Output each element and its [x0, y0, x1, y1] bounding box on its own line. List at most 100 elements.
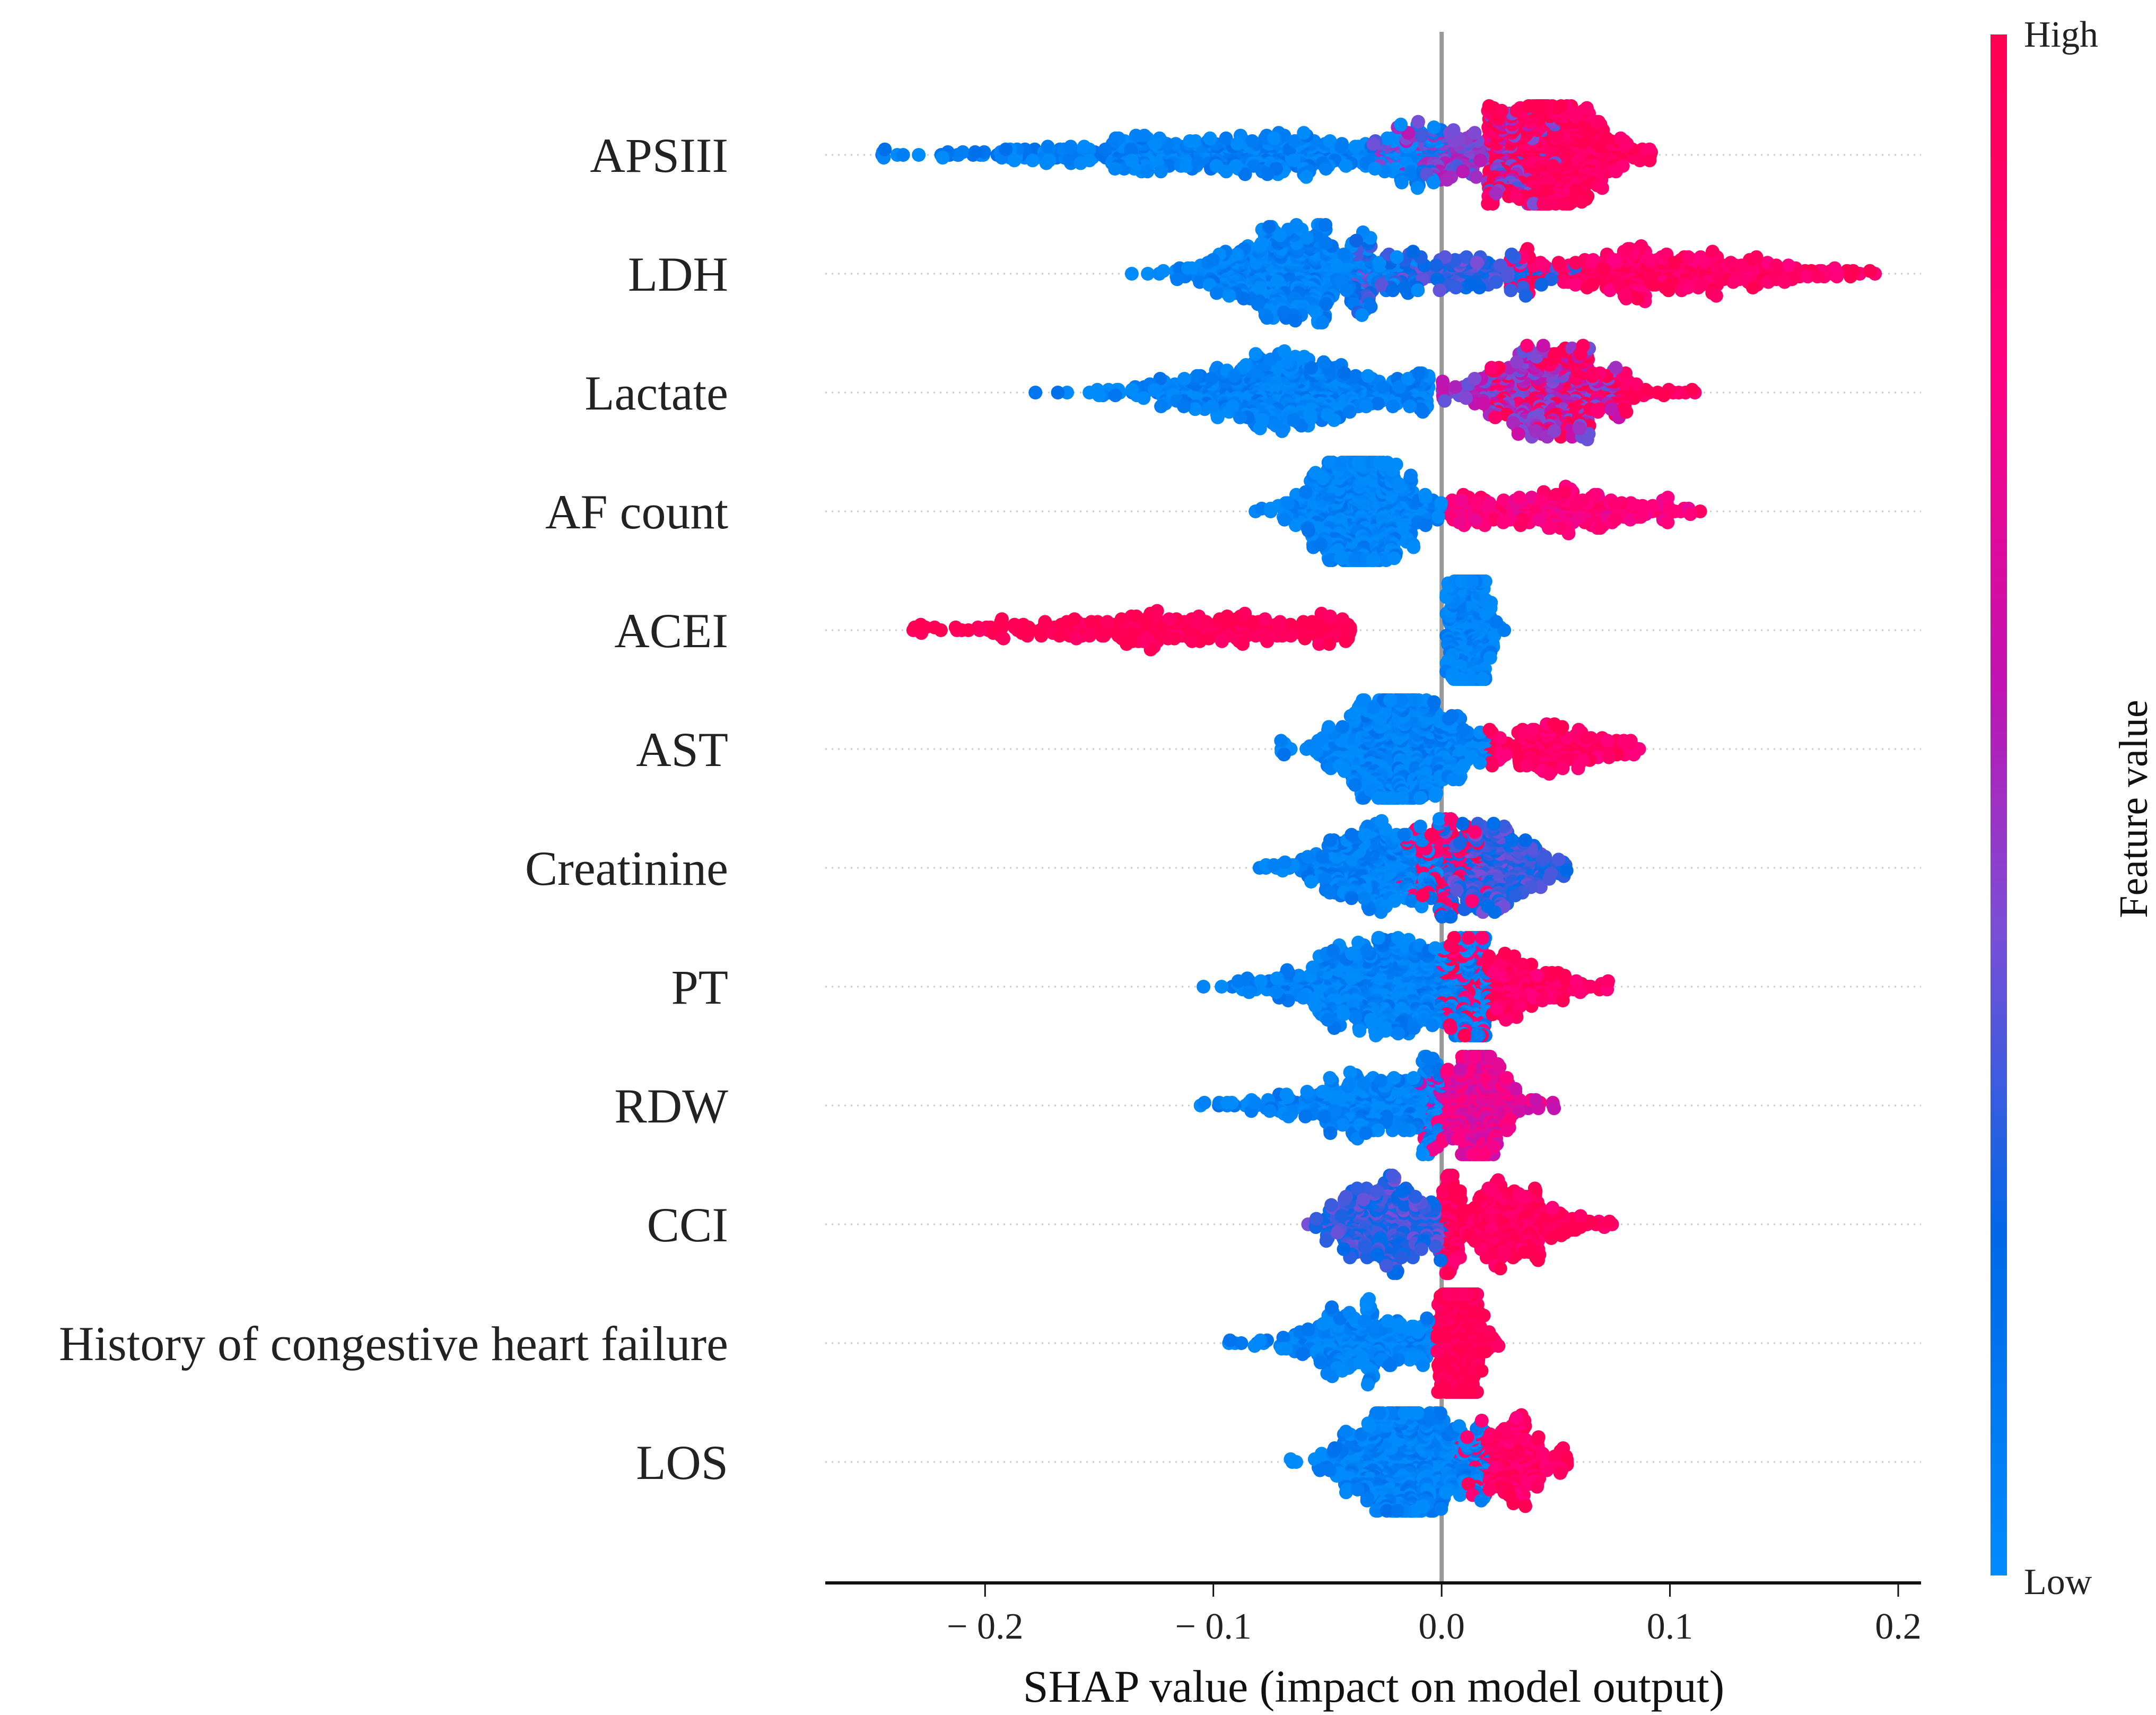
shap-point	[1067, 612, 1081, 626]
shap-point	[1210, 286, 1224, 300]
shap-point	[1028, 386, 1043, 399]
shap-point	[1339, 283, 1354, 298]
shap-point	[1437, 394, 1452, 408]
shap-point	[1734, 258, 1749, 273]
shap-point	[1275, 424, 1289, 438]
shap-point	[1007, 617, 1022, 632]
shap-point	[1481, 197, 1495, 211]
shap-point	[1403, 399, 1417, 413]
shap-point	[1572, 421, 1586, 436]
shap-point	[1469, 170, 1483, 184]
shap-point	[1371, 396, 1385, 411]
shap-point	[1156, 264, 1171, 278]
shap-point	[1108, 388, 1122, 403]
shap-point	[1609, 164, 1623, 179]
shap-point	[1368, 162, 1382, 176]
shap-point	[1249, 347, 1263, 361]
shap-point	[1140, 164, 1155, 179]
shap-point	[1830, 267, 1845, 281]
shap-point	[1600, 131, 1614, 145]
shap-point	[1801, 269, 1815, 284]
shap-point	[1390, 250, 1404, 264]
shap-point	[1315, 316, 1330, 329]
row-gridlines	[825, 154, 1921, 1463]
shap-point	[1412, 366, 1426, 380]
shap-point	[1534, 277, 1549, 292]
shap-point	[1643, 142, 1657, 156]
shap-point	[1446, 123, 1461, 137]
shap-point	[948, 620, 963, 634]
shap-point	[1705, 245, 1719, 259]
shap-point	[1459, 391, 1473, 405]
shap-point	[1532, 512, 1547, 527]
shap-point	[1260, 167, 1275, 181]
shap-point	[1579, 101, 1594, 115]
shap-point	[1482, 99, 1496, 113]
shap-point	[1150, 604, 1164, 618]
shap-point	[1448, 281, 1463, 294]
shap-point	[1520, 338, 1534, 353]
shap-point	[1170, 272, 1184, 286]
shap-point	[928, 620, 942, 634]
shap-point	[1617, 134, 1631, 148]
shap-point	[1643, 253, 1657, 267]
shap-point	[1580, 432, 1594, 447]
shap-point	[1531, 99, 1545, 113]
shap-point	[1681, 281, 1695, 294]
shap-point	[1069, 631, 1084, 646]
feature-points-acei	[906, 574, 1512, 686]
shap-point	[1297, 350, 1311, 364]
shap-point	[1629, 377, 1644, 391]
shap-point	[1431, 510, 1445, 524]
shap-point	[1267, 131, 1281, 145]
shap-point	[1020, 629, 1035, 643]
shap-point	[1592, 115, 1606, 129]
shap-point	[1349, 233, 1364, 248]
shap-point	[1219, 131, 1233, 145]
shap-point	[1561, 526, 1576, 541]
shap-point	[1263, 501, 1278, 516]
shap-point	[1304, 410, 1317, 424]
shap-point	[1568, 277, 1583, 292]
shap-point	[1180, 159, 1194, 173]
shap-point	[1468, 512, 1482, 527]
shap-point	[1681, 250, 1696, 264]
shap-point	[1482, 496, 1497, 510]
shap-point	[1452, 515, 1467, 529]
shap-point	[1348, 553, 1362, 567]
shap-point	[1410, 181, 1425, 195]
shap-point	[1485, 361, 1498, 375]
shap-point	[1495, 103, 1509, 118]
shap-point	[1298, 631, 1312, 646]
feature-points-ldh	[1124, 218, 1882, 329]
shap-point	[1573, 510, 1587, 524]
shap-point	[1277, 305, 1291, 319]
shap-point	[1287, 413, 1301, 427]
shap-point	[1148, 382, 1162, 397]
shap-point	[1633, 153, 1647, 168]
shap-point	[1334, 551, 1348, 565]
shap-point	[1334, 140, 1348, 154]
shap-point	[1255, 413, 1270, 427]
shap-point	[1366, 137, 1381, 151]
shap-point	[1389, 457, 1403, 472]
shap-point	[1154, 164, 1168, 179]
shap-point	[1191, 156, 1206, 170]
shap-point	[1580, 281, 1594, 294]
shap-point	[1433, 283, 1447, 298]
shap-point	[1337, 366, 1351, 380]
shap-point	[1568, 256, 1583, 270]
shap-point	[1609, 361, 1623, 375]
shap-point	[1327, 413, 1341, 427]
shap-point	[1454, 493, 1469, 508]
shap-point	[1039, 156, 1053, 170]
shap-point	[1177, 399, 1191, 413]
shap-point	[1537, 258, 1551, 273]
shap-point	[1661, 283, 1675, 298]
shap-point	[1536, 338, 1550, 353]
shap-point	[1319, 218, 1333, 232]
shap-point	[1300, 231, 1314, 245]
shap-point	[1222, 289, 1236, 303]
shap-point	[1246, 159, 1261, 173]
